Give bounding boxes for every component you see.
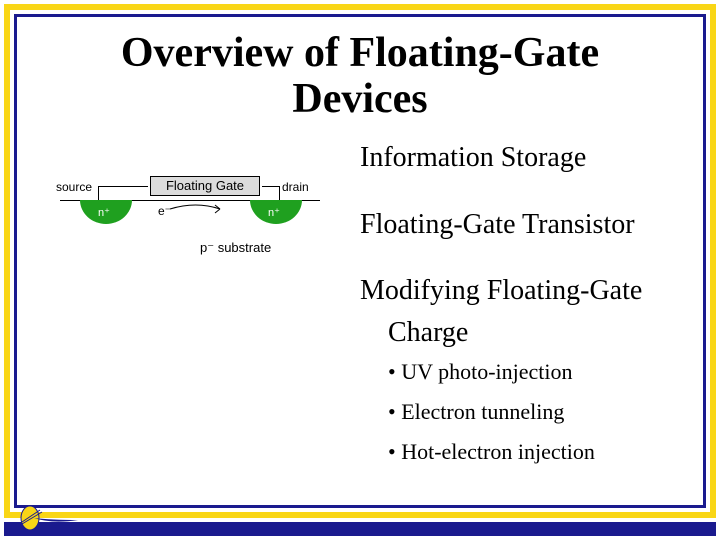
source-wire [98, 186, 148, 187]
nplus-label-right: n⁺ [268, 206, 280, 219]
nplus-label-left: n⁺ [98, 206, 110, 219]
bullet-hot-electron: • Hot-electron injection [388, 439, 670, 465]
source-wire-down [98, 186, 99, 200]
heading-info-storage: Information Storage [360, 142, 670, 174]
slide-title: Overview of Floating-Gate Devices [50, 30, 670, 122]
slide-content: Overview of Floating-Gate Devices source… [20, 20, 700, 502]
logo-icon [12, 504, 82, 532]
bullet-uv: • UV photo-injection [388, 359, 670, 385]
diagram-column: source drain Floating Gate n⁺ n⁺ e⁻ p⁻ s… [50, 136, 340, 479]
source-label: source [56, 180, 92, 194]
heading-modifying-line1: Modifying Floating-Gate [360, 275, 670, 307]
text-column: Information Storage Floating-Gate Transi… [360, 136, 670, 479]
transistor-diagram: source drain Floating Gate n⁺ n⁺ e⁻ p⁻ s… [50, 166, 330, 266]
floating-gate-box: Floating Gate [150, 176, 260, 196]
heading-modifying-line2: Charge [360, 317, 670, 349]
bullet-tunneling: • Electron tunneling [388, 399, 670, 425]
footer-bar [4, 522, 716, 536]
drain-wire-down [279, 186, 280, 200]
drain-wire [262, 186, 280, 187]
drain-label: drain [282, 180, 309, 194]
electron-arrow-icon [168, 203, 224, 215]
columns: source drain Floating Gate n⁺ n⁺ e⁻ p⁻ s… [50, 136, 670, 479]
heading-fg-transistor: Floating-Gate Transistor [360, 209, 670, 241]
substrate-label: p⁻ substrate [200, 240, 271, 256]
